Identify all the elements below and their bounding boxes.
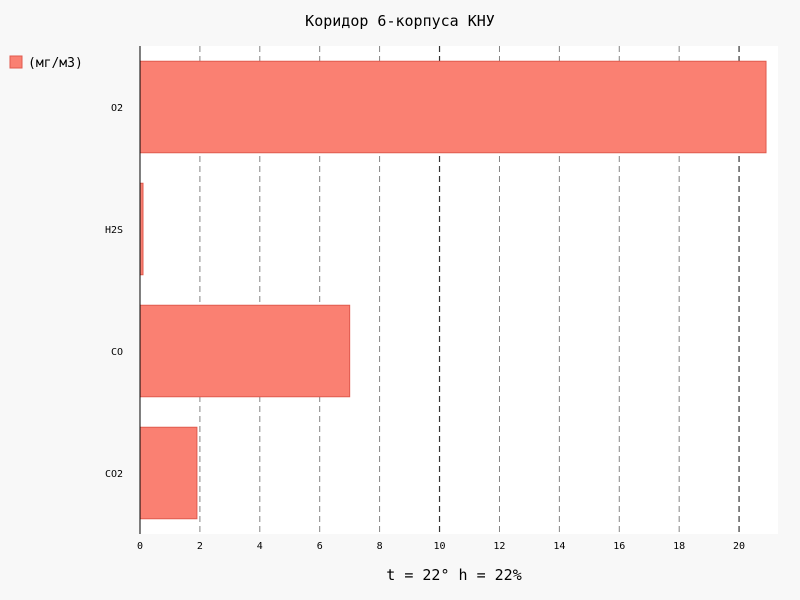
chart-title: Коридор 6-корпуса КНУ — [305, 12, 495, 30]
x-tick-label: 18 — [673, 541, 685, 552]
x-tick-label: 2 — [197, 541, 203, 552]
y-tick-label: CO2 — [105, 469, 123, 480]
y-tick-label: H2S — [105, 225, 123, 236]
x-tick-label: 6 — [317, 541, 323, 552]
bar-o2[interactable] — [139, 60, 767, 154]
x-tick-label: 12 — [493, 541, 505, 552]
y-tick-label: O2 — [111, 103, 123, 114]
x-axis-label: t = 22° h = 22% — [386, 566, 521, 584]
x-tick-label: 0 — [137, 541, 143, 552]
bars — [139, 60, 767, 520]
y-tick-labels: O2 H2S CO CO2 — [105, 103, 123, 480]
bar-co[interactable] — [139, 304, 351, 398]
y-tick-label: CO — [111, 347, 123, 358]
x-tick-label: 14 — [553, 541, 565, 552]
x-tick-label: 8 — [377, 541, 383, 552]
x-tick-labels: 0 2 4 6 8 10 12 14 16 18 20 — [137, 541, 745, 552]
legend-label: (мг/м3) — [28, 56, 83, 71]
legend[interactable]: (мг/м3) — [9, 55, 83, 71]
bar-co2[interactable] — [139, 426, 198, 520]
x-tick-label: 10 — [434, 541, 446, 552]
x-tick-label: 20 — [733, 541, 745, 552]
x-tick-label: 16 — [613, 541, 625, 552]
x-tick-label: 4 — [257, 541, 263, 552]
legend-swatch — [9, 55, 23, 69]
